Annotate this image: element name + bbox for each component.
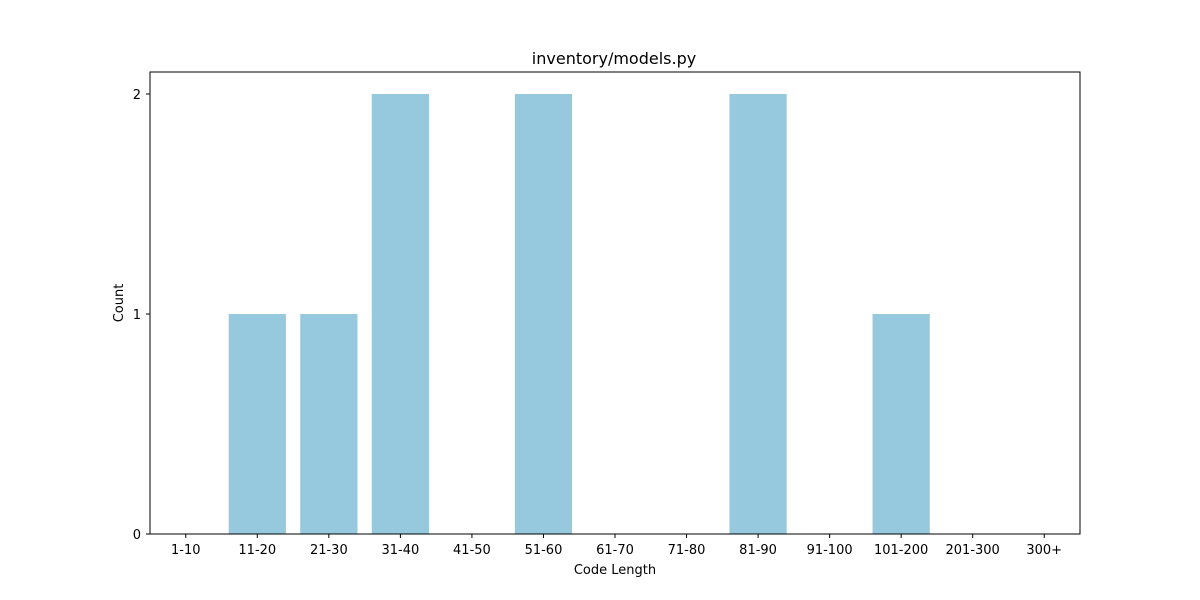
x-tick-label: 1-10 — [171, 543, 201, 558]
x-tick-label: 41-50 — [453, 543, 491, 558]
chart-title: inventory/models.py — [532, 49, 696, 68]
x-tick-label: 101-200 — [874, 543, 928, 558]
y-tick-label: 0 — [133, 528, 141, 543]
bar-11-20 — [228, 314, 286, 534]
x-tick-label: 71-80 — [668, 543, 706, 558]
x-tick-label: 61-70 — [596, 543, 634, 558]
bar-51-60 — [514, 94, 573, 534]
x-tick-label: 21-30 — [310, 543, 348, 558]
plot-frame — [149, 71, 1081, 535]
bar-31-40 — [371, 94, 429, 534]
y-axis-ticks: 0 1 2 — [133, 88, 150, 543]
x-tick-label: 300+ — [1026, 543, 1062, 558]
y-tick-label: 1 — [133, 308, 141, 323]
x-tick-label: 51-60 — [525, 543, 563, 558]
y-tick-label: 2 — [133, 88, 141, 103]
x-axis-label: Code Length — [574, 563, 656, 578]
bar-21-30 — [300, 314, 358, 534]
bar-101-200 — [872, 314, 930, 534]
x-tick-label: 31-40 — [381, 543, 419, 558]
x-tick-label: 91-100 — [807, 543, 853, 558]
x-tick-label: 81-90 — [739, 543, 777, 558]
bar-81-90 — [729, 94, 787, 534]
bars-layer — [228, 94, 930, 534]
y-axis-label: Count — [112, 284, 127, 323]
x-tick-label: 201-300 — [946, 543, 1000, 558]
x-axis-ticks: 1-10 11-20 21-30 31-40 41-50 51-60 61-70 71-80 8… — [171, 534, 1062, 558]
x-tick-label: 11-20 — [238, 543, 276, 558]
